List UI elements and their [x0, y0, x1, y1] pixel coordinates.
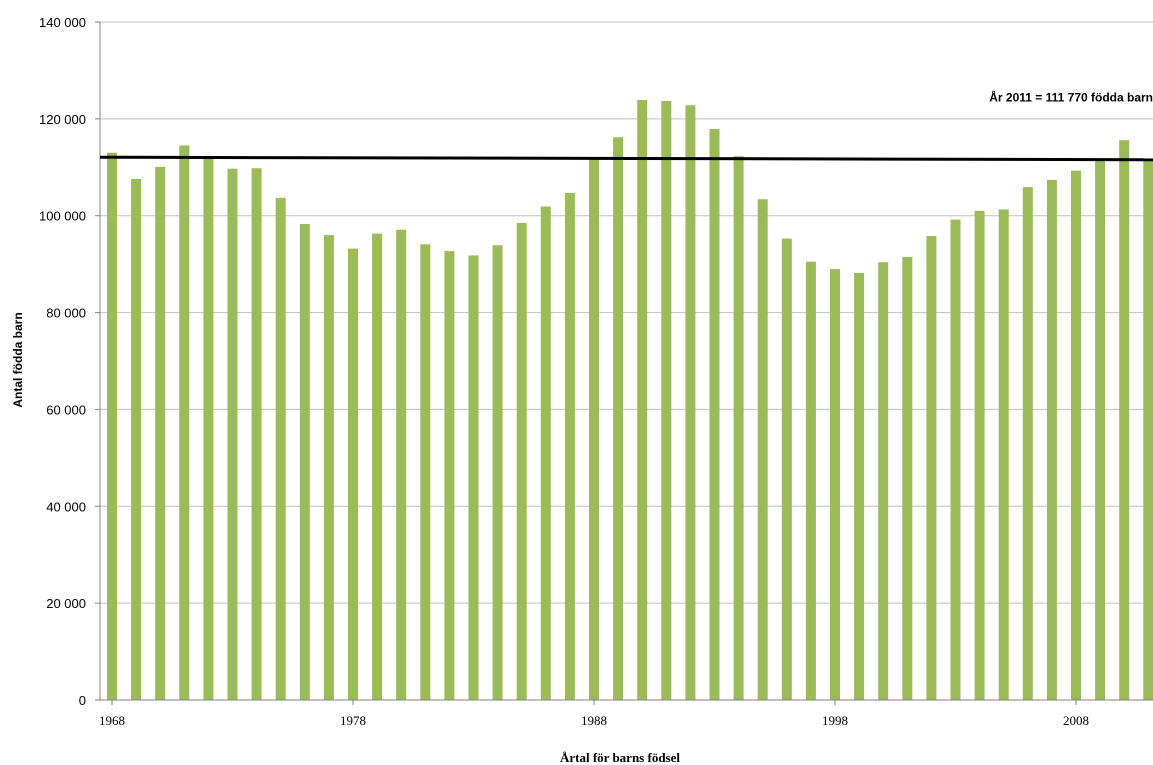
bar-1972 [203, 156, 214, 700]
y-tick-label: 20 000 [46, 596, 86, 611]
bars [107, 99, 1153, 701]
bar-1985 [516, 222, 527, 700]
x-axis: 1968 1978 1988 1998 2008 [99, 699, 1153, 728]
reference-line-group: År 2011 = 111 770 födda barn [99, 90, 1153, 162]
bar-1994 [733, 156, 744, 700]
bar-2005 [998, 209, 1009, 700]
bar-1990 [637, 99, 648, 701]
bar-2002 [926, 236, 937, 700]
bar-1980 [396, 229, 407, 700]
bar-1978 [348, 248, 358, 700]
y-tick-label: 80 000 [46, 306, 86, 321]
bar-1998 [830, 268, 840, 700]
bar-1989 [613, 137, 624, 700]
bar-2008 [1071, 170, 1081, 700]
bar-1996 [781, 238, 792, 700]
bar-1993 [709, 129, 720, 700]
x-axis-label: Årtal för barns födsel [560, 750, 680, 765]
bar-1981 [420, 244, 431, 700]
bar-1997 [805, 261, 816, 700]
bar-1984 [492, 245, 503, 700]
bar-2003 [950, 219, 961, 701]
bar-1970 [155, 166, 166, 701]
bar-1982 [444, 251, 455, 700]
bar-2000 [878, 262, 889, 700]
bar-1987 [564, 192, 575, 700]
reference-line-annotation: År 2011 = 111 770 födda barn [989, 90, 1153, 105]
bar-2001 [902, 256, 913, 700]
bar-2004 [974, 210, 985, 700]
bar-2011 [1143, 158, 1153, 700]
x-tick-label: 2008 [1063, 713, 1089, 728]
bar-1979 [372, 233, 383, 700]
bar-1999 [854, 272, 865, 700]
bar-2009 [1095, 158, 1106, 700]
y-tick-label: 0 [79, 693, 86, 708]
y-axis-label: Antal födda barn [11, 312, 25, 407]
bar-2007 [1046, 179, 1057, 700]
bar-1969 [131, 178, 142, 700]
bar-1977 [323, 235, 334, 701]
x-tick-label: 1988 [581, 713, 607, 728]
bar-1991 [661, 100, 672, 700]
y-tick-label: 100 000 [39, 209, 86, 224]
reference-line [99, 155, 1153, 162]
bar-2006 [1022, 187, 1033, 701]
bar-1995 [757, 199, 768, 700]
bar-1988 [589, 157, 599, 700]
x-tick-label: 1968 [99, 713, 125, 728]
bar-1971 [179, 145, 190, 700]
x-tick-label: 1978 [340, 713, 366, 728]
bar-1974 [251, 168, 262, 701]
bar-1976 [299, 223, 310, 700]
bar-1986 [540, 206, 551, 700]
bar-1992 [685, 105, 696, 701]
bar-1973 [227, 168, 238, 700]
x-tick-label: 1998 [822, 713, 848, 728]
y-axis: 0 20 000 40 000 60 000 80 000 100 000 120 000 1… [39, 15, 101, 708]
y-tick-label: 60 000 [46, 402, 86, 417]
gridlines [100, 21, 1153, 604]
y-tick-label: 40 000 [46, 499, 86, 514]
bar-1983 [468, 255, 479, 700]
bar-1975 [275, 197, 286, 700]
y-tick-label: 140 000 [39, 15, 86, 30]
bar-1968 [107, 152, 117, 700]
y-tick-label: 120 000 [39, 112, 86, 127]
bar-2010 [1119, 140, 1130, 700]
